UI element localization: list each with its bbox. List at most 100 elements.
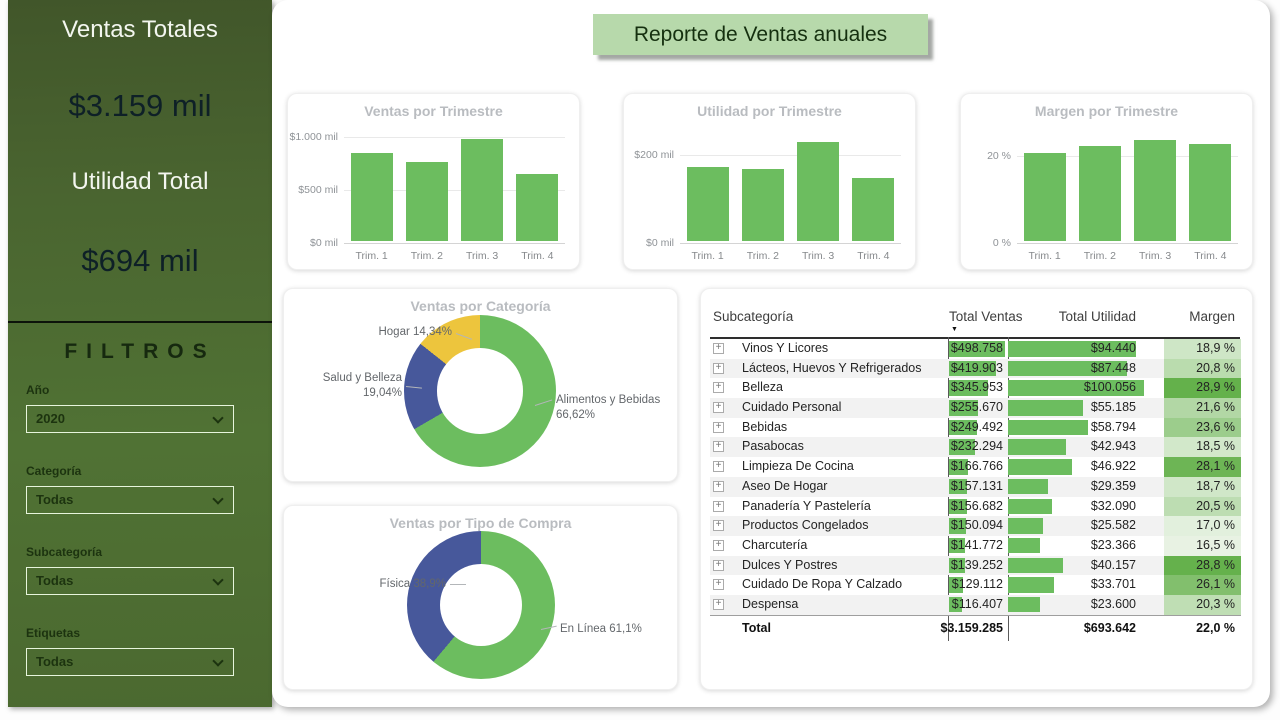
table-row[interactable]: + Charcutería $141.772 $23.366 16,5 %: [710, 535, 1241, 556]
bar-trim-4[interactable]: [1189, 143, 1232, 241]
utilidad-data-bar: [1008, 478, 1048, 495]
margen-value: 28,9 %: [1196, 380, 1235, 395]
kpi-utilidad-label: Utilidad Total: [71, 168, 209, 195]
expand-row-icon[interactable]: +: [713, 520, 724, 532]
expand-row-icon[interactable]: +: [713, 461, 724, 473]
utilidad-value: $55.185: [1090, 400, 1136, 415]
expand-row-icon[interactable]: +: [713, 480, 724, 492]
spacer-cell: [1144, 556, 1164, 576]
bar-trim-3[interactable]: [1134, 140, 1177, 241]
slice-label-hogar: Hogar 14,34%: [378, 326, 452, 338]
filter-dropdown-subcategoria[interactable]: Todas: [26, 567, 234, 595]
label-leader-line: [450, 584, 466, 585]
sidebar: Ventas Totales $3.159 mil Utilidad Total…: [8, 0, 272, 707]
kpi-utilidad-value: $694 mil: [81, 243, 199, 278]
col-header-margen[interactable]: Margen: [1189, 309, 1235, 324]
bar-trim-4[interactable]: [852, 178, 895, 241]
col-header-total-utilidad[interactable]: Total Utilidad: [1058, 309, 1136, 324]
chevron-down-icon: [212, 412, 224, 424]
ventas-value: $129.112: [951, 577, 1003, 592]
filter-value-ano: 2020: [36, 411, 65, 426]
table-row[interactable]: + Panadería Y Pastelería $156.682 $32.090 20…: [710, 496, 1241, 517]
filter-group-categoria: Categoría Todas: [26, 464, 234, 514]
x-axis-labels: Trim. 1 Trim. 2 Trim. 3 Trim. 4: [680, 250, 901, 262]
table-row[interactable]: + Aseo De Hogar $157.131 $29.359 18,7 %: [710, 476, 1241, 497]
margen-cell: 20,3 %: [1164, 594, 1241, 615]
expand-row-icon[interactable]: +: [713, 402, 724, 414]
spacer-cell: [1144, 616, 1164, 641]
expand-row-icon[interactable]: +: [713, 343, 724, 354]
expand-row-icon[interactable]: +: [713, 500, 724, 512]
filter-dropdown-ano[interactable]: 2020: [26, 405, 234, 433]
bar-slot: [846, 128, 901, 241]
filter-dropdown-categoria[interactable]: Todas: [26, 486, 234, 514]
table-row[interactable]: + Lácteos, Huevos Y Refrigerados $419.903 $…: [710, 358, 1241, 379]
utilidad-value: $40.157: [1090, 557, 1136, 572]
expand-row-icon[interactable]: +: [713, 539, 724, 551]
table-row[interactable]: + Cuidado Personal $255.670 $55.185 21,6 %: [710, 398, 1241, 418]
bar-trim-1[interactable]: [1023, 153, 1066, 241]
table-row[interactable]: + Pasabocas $232.294 $42.943 18,5 %: [710, 437, 1241, 458]
ventas-cell: $150.094: [948, 516, 1006, 536]
ventas-cell: $345.953: [948, 378, 1006, 398]
margen-value: 18,7 %: [1196, 478, 1235, 493]
donut-hole: [439, 563, 523, 647]
expand-row-icon[interactable]: +: [713, 598, 724, 610]
bar-trim-4[interactable]: [516, 173, 559, 241]
margen-cell: 21,6 %: [1164, 398, 1241, 418]
bar-trim-2[interactable]: [1078, 145, 1121, 241]
col-header-subcategoria[interactable]: Subcategoría: [713, 309, 794, 324]
table-row[interactable]: + Productos Congelados $150.094 $25.582 17,0…: [710, 516, 1241, 536]
bar-trim-3[interactable]: [461, 138, 504, 241]
ventas-cell: $419.903: [948, 359, 1006, 379]
bar-trim-1[interactable]: [686, 167, 729, 241]
utilidad-cell: $58.794: [1006, 418, 1144, 438]
bar-trim-2[interactable]: [405, 162, 448, 241]
bar-slot: [735, 128, 790, 241]
chart-card-utilidad-trimestre: Utilidad por Trimestre $0 mil $200 mil Tr…: [623, 93, 916, 270]
subcategory-name: Bebidas: [742, 419, 788, 434]
table-row[interactable]: + Vinos Y Licores $498.758 $94.440 18,9 %: [710, 339, 1241, 359]
filter-dropdown-etiquetas[interactable]: Todas: [26, 648, 234, 676]
bar-slot: [1128, 128, 1183, 241]
ventas-value: $232.294: [950, 439, 1003, 454]
bar-trim-3[interactable]: [797, 142, 840, 241]
total-label: Total: [742, 620, 771, 635]
spacer-cell: [1144, 536, 1164, 556]
expand-row-icon[interactable]: +: [713, 362, 724, 374]
x-tick-label: Trim. 3: [465, 250, 499, 262]
table-row[interactable]: + Despensa $116.407 $23.600 20,3 %: [710, 594, 1241, 615]
ventas-cell: $166.766: [948, 457, 1006, 477]
gridline-20: [1017, 156, 1238, 158]
ventas-data-bar: [949, 400, 978, 416]
ventas-value: $141.772: [950, 537, 1003, 552]
utilidad-cell: $55.185: [1006, 398, 1144, 418]
ventas-cell: $232.294: [948, 437, 1006, 457]
chart-title: Ventas por Categoría: [410, 298, 551, 314]
margen-cell: 18,5 %: [1164, 437, 1241, 458]
table-row[interactable]: + Belleza $345.953 $100.056 28,9 %: [710, 378, 1241, 399]
x-tick-label: Trim. 1: [691, 250, 724, 262]
table-row[interactable]: + Cuidado De Ropa Y Calzado $129.112 $33.70…: [710, 575, 1241, 595]
table-row[interactable]: + Limpieza De Cocina $166.766 $46.922 28,1 %: [710, 457, 1241, 477]
margen-value: 18,9 %: [1196, 341, 1235, 355]
utilidad-cell: $23.366: [1006, 536, 1144, 556]
utilidad-value: $33.701: [1090, 577, 1136, 592]
table-row[interactable]: + Dulces Y Postres $139.252 $40.157 28,8 %: [710, 555, 1241, 576]
col-header-total-ventas[interactable]: Total Ventas: [949, 309, 1023, 324]
expand-row-icon[interactable]: +: [713, 382, 724, 394]
x-tick-label: Trim. 2: [410, 250, 444, 262]
filter-value-etiquetas: Todas: [36, 654, 74, 669]
bar-trim-1[interactable]: [350, 153, 393, 241]
bar-trim-2[interactable]: [741, 169, 784, 241]
expand-row-icon[interactable]: +: [713, 441, 724, 453]
table-body: + Vinos Y Licores $498.758 $94.440 18,9 % + Lá…: [710, 339, 1241, 641]
margen-cell: 20,5 %: [1164, 496, 1241, 517]
expand-row-icon[interactable]: +: [713, 579, 724, 591]
spacer-cell: [1144, 378, 1164, 398]
table-row[interactable]: + Bebidas $249.492 $58.794 23,6 %: [710, 417, 1241, 438]
expand-row-icon[interactable]: +: [713, 421, 724, 433]
expand-row-icon[interactable]: +: [713, 559, 724, 571]
subcategory-table-card: Subcategoría Total Ventas Total Utilidad…: [700, 288, 1253, 690]
utilidad-cell: $46.922: [1006, 457, 1144, 477]
